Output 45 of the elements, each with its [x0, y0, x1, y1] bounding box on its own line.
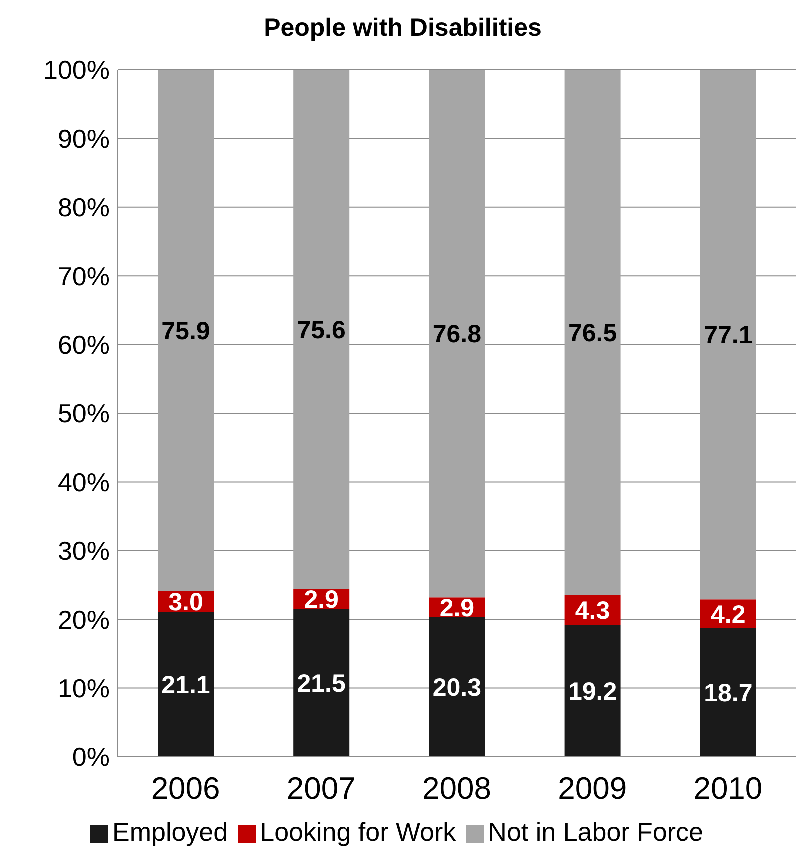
y-tick-label: 80%	[58, 192, 110, 223]
bar	[158, 70, 214, 592]
y-tick-label: 0%	[72, 742, 110, 772]
data-label: 76.5	[568, 320, 618, 348]
bar	[429, 618, 486, 757]
x-tick-label: 2008	[422, 771, 492, 806]
y-tick-label: 10%	[58, 674, 110, 704]
y-tick-label: 70%	[58, 261, 110, 292]
data-label: 21.5	[297, 670, 346, 698]
data-label: 18.7	[704, 680, 753, 708]
bar	[294, 70, 350, 590]
bar	[700, 70, 756, 600]
data-label: 20.3	[432, 674, 482, 702]
data-label: 77.1	[704, 322, 753, 350]
data-label: 21.1	[162, 671, 210, 700]
data-label: 4.3	[575, 597, 610, 626]
x-tick-label: 2006	[151, 771, 220, 806]
y-tick-label: 50%	[58, 398, 110, 429]
bar	[700, 628, 756, 757]
data-label: 75.6	[297, 316, 346, 344]
x-tick-label: 2009	[558, 771, 628, 806]
bar	[158, 612, 214, 757]
bar	[564, 70, 621, 596]
data-label: 2.9	[304, 586, 339, 614]
y-tick-label: 30%	[58, 536, 110, 566]
legend-label: Employed	[112, 817, 228, 847]
bar	[294, 609, 350, 757]
y-tick-label: 60%	[58, 330, 110, 360]
y-tick-label: 40%	[58, 467, 110, 498]
data-label: 3.0	[168, 588, 204, 616]
bar	[429, 70, 486, 598]
bar	[564, 625, 621, 757]
data-label: 76.8	[432, 320, 482, 349]
legend-label: Not in Labor Force	[488, 817, 704, 847]
chart-title: People with Disabilities	[263, 13, 543, 44]
x-tick-label: 2007	[286, 771, 356, 806]
y-tick-label: 20%	[58, 604, 110, 635]
data-label: 75.9	[162, 317, 210, 346]
data-label: 2.9	[440, 594, 475, 622]
data-label: 4.2	[711, 600, 746, 629]
data-label: 19.2	[568, 678, 618, 706]
y-tick-label: 90%	[58, 124, 110, 154]
y-tick-label: 100%	[44, 55, 110, 86]
legend-label: Looking for Work	[260, 817, 456, 847]
x-tick-label: 2010	[694, 771, 763, 806]
